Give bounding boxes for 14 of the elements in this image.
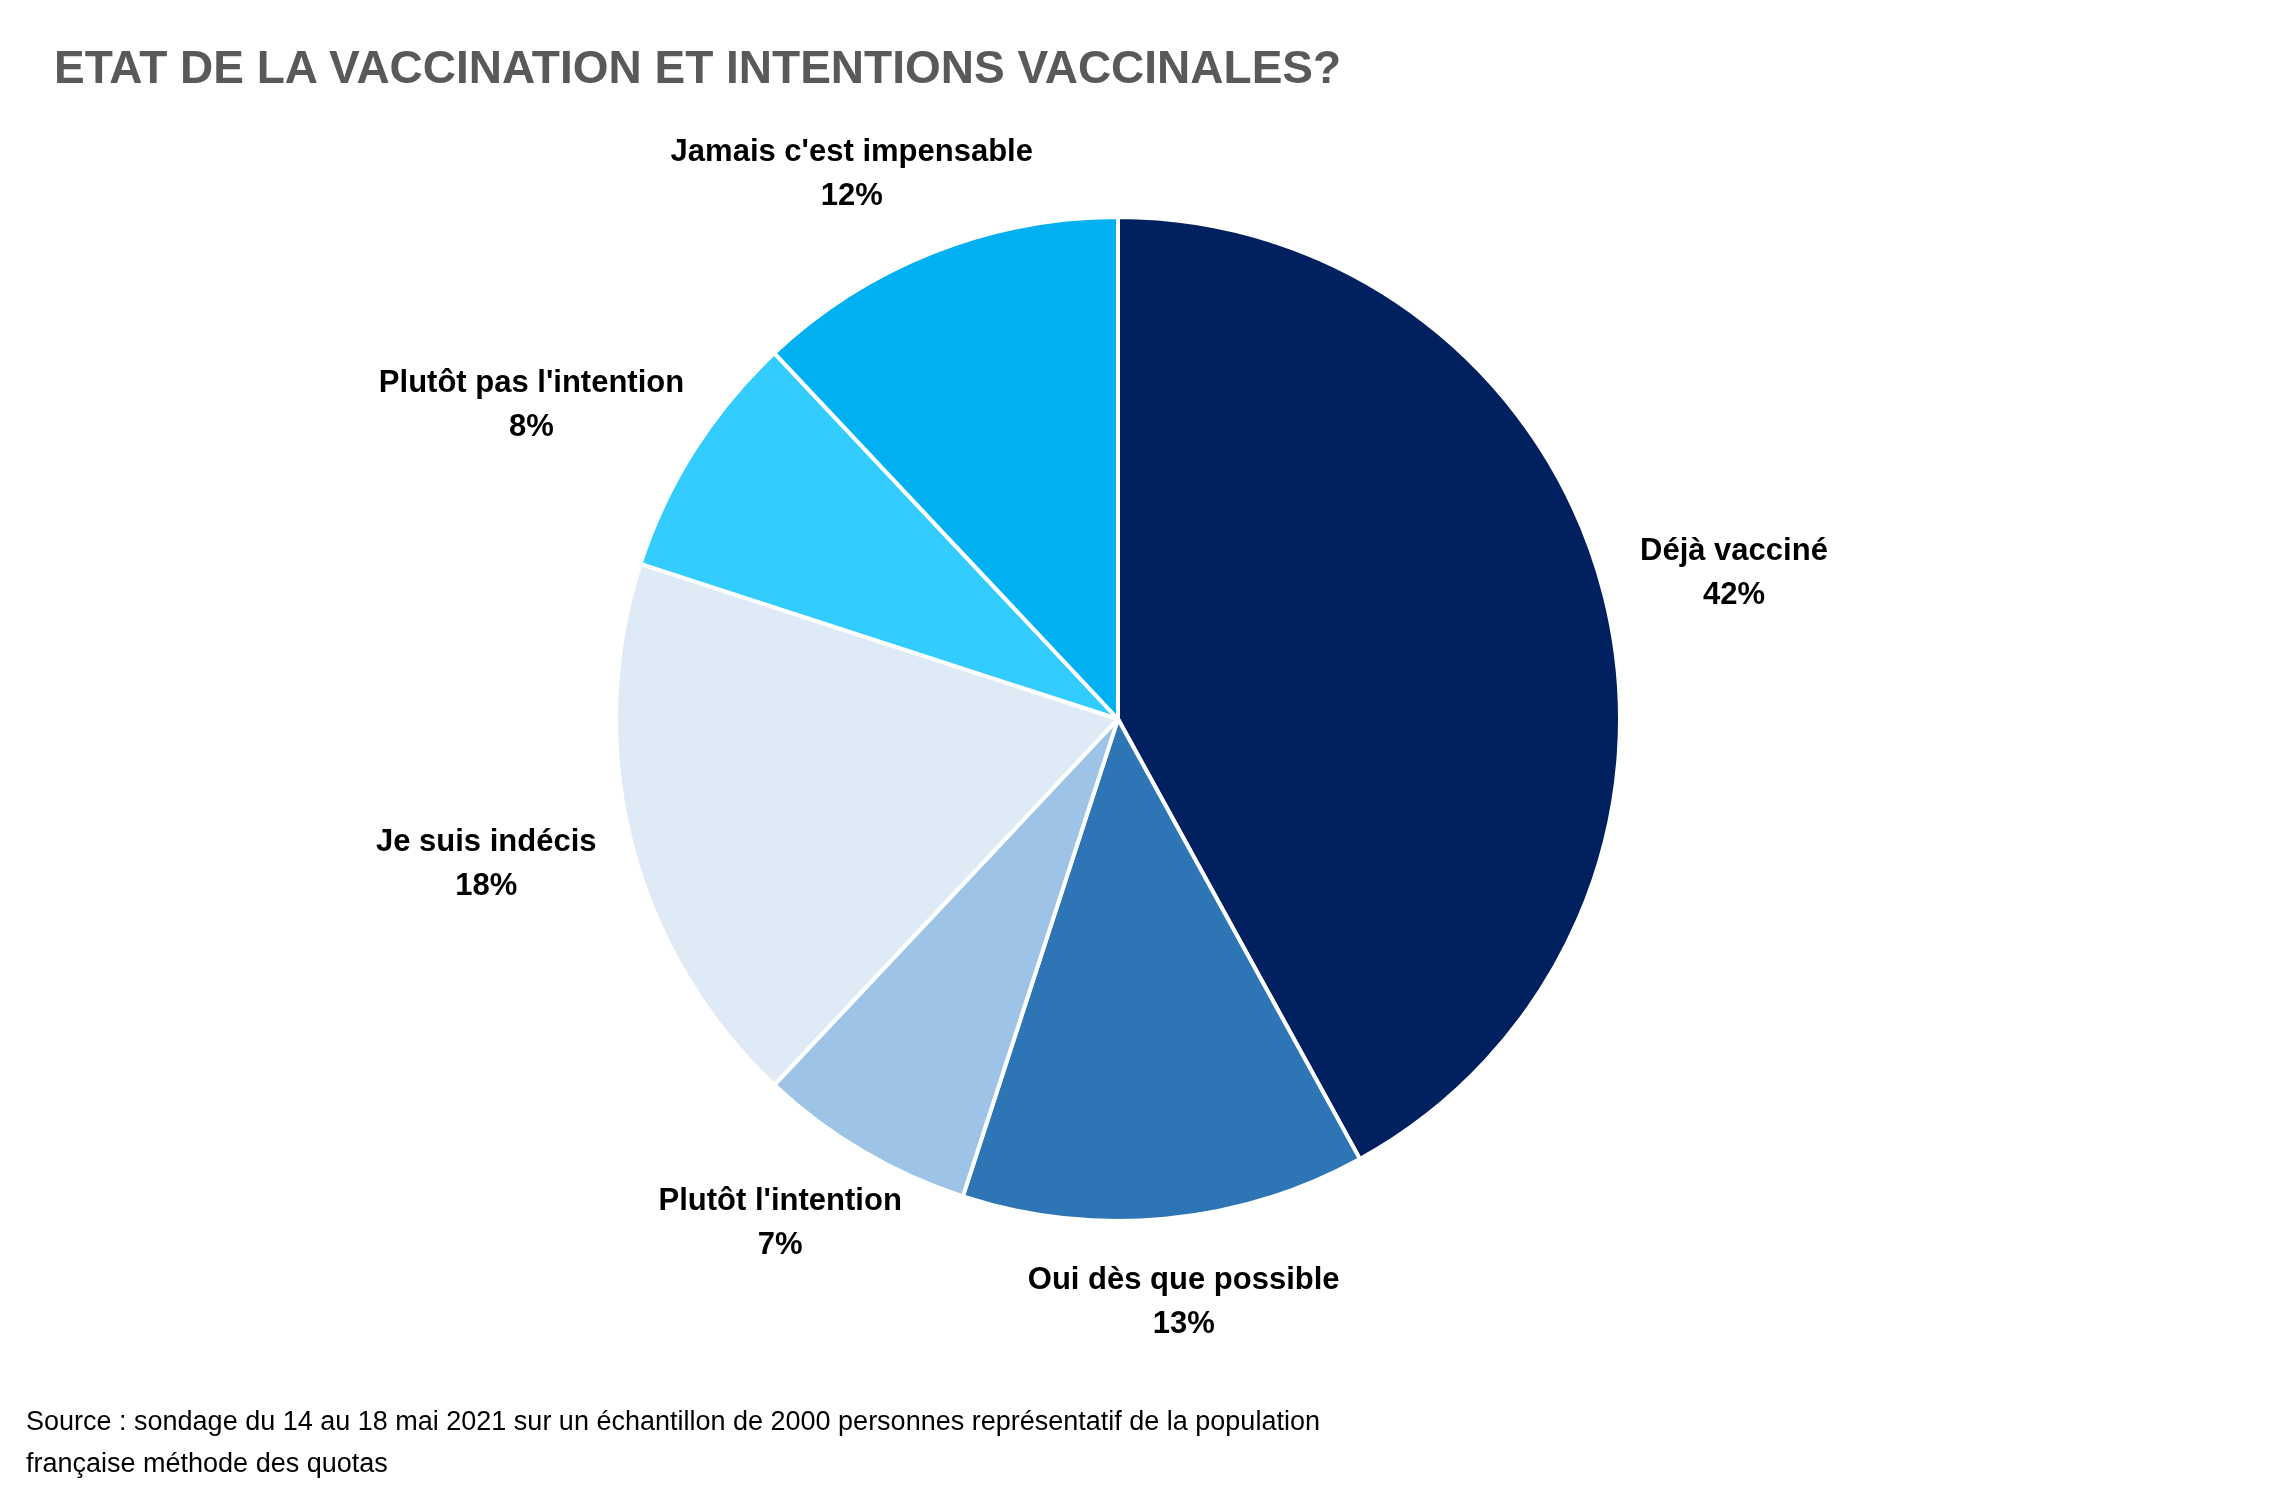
data-label: 12% bbox=[820, 176, 883, 212]
chart-title: ETAT DE LA VACCINATION ET INTENTIONS VACCINALES? bbox=[54, 40, 1342, 94]
source-note: Source : sondage du 14 au 18 mai 2021 sur un échantillon de 2000 personnes représentatif de la population française méthode des quotas bbox=[26, 1405, 1321, 1480]
slice-label: Plutôt l'intention bbox=[658, 1181, 902, 1217]
data-label: 42% bbox=[1702, 575, 1765, 611]
data-label: 8% bbox=[509, 407, 554, 443]
data-label: 18% bbox=[455, 867, 518, 903]
slice-label: Déjà vacciné bbox=[1640, 531, 1828, 567]
data-label: 13% bbox=[1152, 1304, 1215, 1340]
slice-label: Oui dès que possible bbox=[1027, 1260, 1340, 1296]
slice-label: Jamais c'est impensable bbox=[670, 132, 1033, 168]
data-label: 7% bbox=[757, 1225, 803, 1261]
slice-label: Je suis indécis bbox=[375, 823, 597, 859]
slice-label: Plutôt pas l'intention bbox=[378, 363, 685, 399]
